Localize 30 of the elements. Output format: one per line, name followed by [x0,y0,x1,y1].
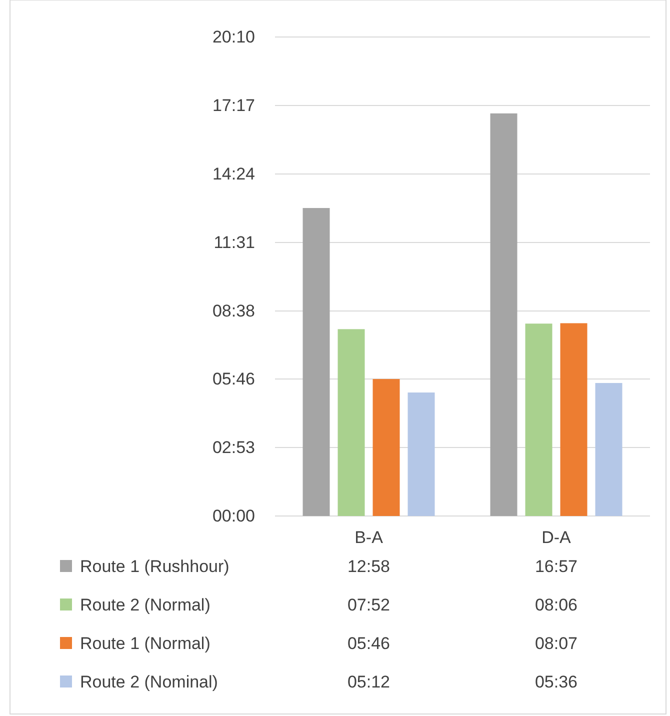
bar [595,382,622,516]
data-label: 05:46 [347,634,390,653]
y-tick-label: 00:00 [212,506,255,526]
legend-label: Route 2 (Normal) [80,596,210,614]
data-label: 05:12 [347,672,390,692]
y-tick-label: 20:10 [212,27,255,46]
y-tick-label: 14:24 [212,164,255,184]
bar [560,323,588,516]
legend-label: Route 2 (Nominal) [80,672,218,692]
data-label: 16:57 [534,557,578,576]
x-tick-label: B-A [354,528,384,547]
bar [302,208,330,516]
data-label: 12:58 [347,557,390,576]
legend-label: Route 1 (Normal) [80,634,210,653]
y-tick-label: 05:46 [212,369,255,388]
y-tick-label: 11:31 [214,232,255,252]
y-tick-label: 08:38 [212,301,255,320]
bar [525,324,552,516]
bar [372,379,400,516]
data-label: 05:36 [534,672,578,692]
legend-label: Route 1 (Rushhour) [80,557,230,576]
data-label: 08:07 [534,634,578,653]
y-tick-label: 02:53 [212,438,255,457]
data-label: 08:06 [534,596,578,614]
bar [338,329,365,516]
bar [408,392,435,516]
y-tick-label: 17:17 [212,96,255,115]
bar [490,113,518,516]
x-tick-label: D-A [542,528,572,547]
data-label: 07:52 [347,596,390,614]
